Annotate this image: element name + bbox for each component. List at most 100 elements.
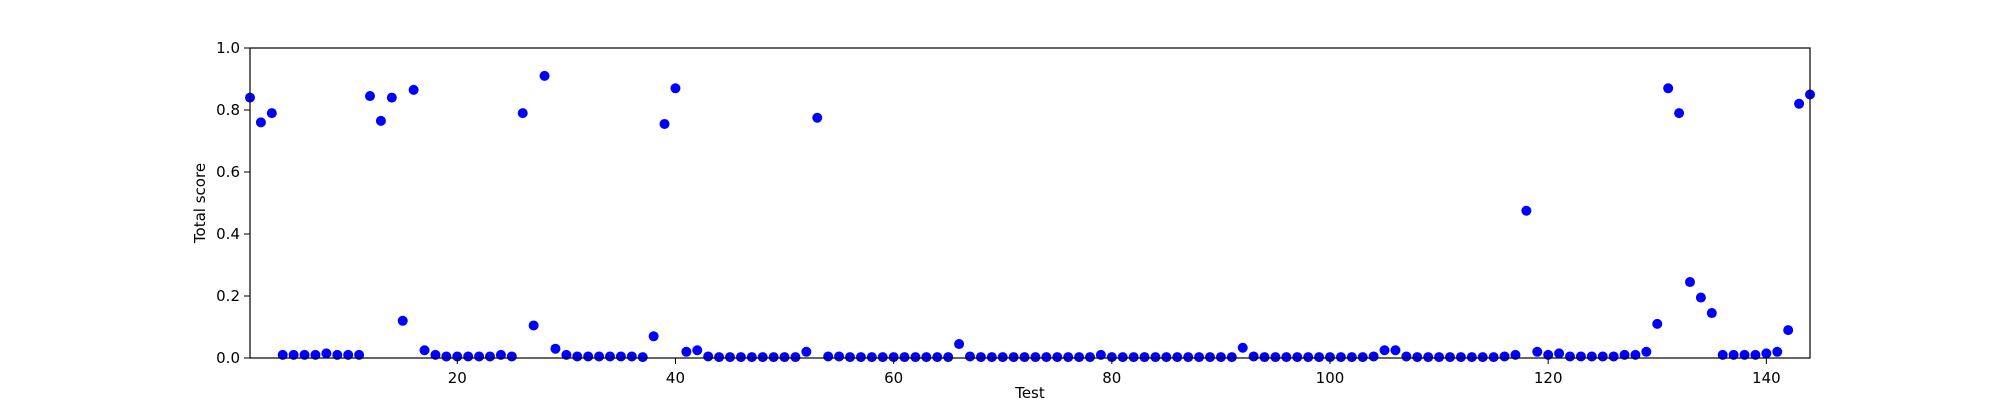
data-point [594, 351, 605, 362]
data-point [801, 346, 812, 357]
x-tick-label: 60 [884, 369, 903, 387]
data-point [1401, 351, 1412, 362]
data-point [452, 351, 463, 362]
data-point [845, 352, 855, 363]
data-point [506, 351, 517, 362]
data-point [550, 343, 561, 354]
data-point [954, 339, 965, 350]
data-point [1641, 346, 1652, 357]
data-point [1597, 351, 1608, 362]
data-point [1772, 346, 1783, 357]
data-point [375, 115, 386, 126]
data-point [1761, 348, 1772, 359]
data-point [441, 351, 452, 362]
data-point [321, 348, 332, 359]
data-point [725, 352, 735, 363]
data-point [1205, 352, 1215, 363]
data-point [1575, 351, 1586, 362]
data-point [943, 352, 954, 363]
data-point [997, 352, 1008, 363]
data-point [397, 315, 408, 326]
data-point [790, 352, 801, 363]
data-point [975, 352, 986, 363]
axes-layer: 0.0 0.2 0.4 0.6 0.8 1.0 20 40 60 80 100 120 140 [216, 39, 1811, 387]
x-axis-label: Test [1014, 384, 1045, 400]
data-point [1674, 108, 1685, 119]
data-point [1390, 345, 1401, 356]
data-point [714, 352, 725, 363]
data-point [266, 108, 277, 119]
y-tick-label: 0.2 [216, 287, 240, 305]
data-point [866, 352, 877, 363]
data-point [1314, 352, 1325, 363]
data-point [1041, 352, 1052, 363]
data-point [1368, 351, 1379, 362]
data-point [1161, 352, 1172, 363]
data-point [1434, 352, 1445, 363]
data-point [463, 351, 474, 362]
data-point [408, 84, 419, 95]
data-point [921, 352, 932, 363]
data-point [1477, 352, 1488, 363]
data-point [648, 331, 659, 342]
data-point [1346, 352, 1357, 363]
data-point [1335, 352, 1346, 363]
data-point [1794, 98, 1805, 109]
data-point [1521, 205, 1532, 216]
data-point [692, 345, 703, 356]
data-point [626, 351, 637, 362]
data-point [1466, 352, 1477, 363]
data-point [1652, 318, 1663, 329]
data-point [910, 352, 921, 363]
data-point [1183, 352, 1194, 363]
data-point [1488, 352, 1499, 363]
data-point [1030, 352, 1041, 363]
plot-frame [249, 47, 1811, 359]
data-point [1783, 325, 1794, 336]
data-point [605, 351, 615, 362]
data-point [1423, 352, 1434, 363]
data-point [1685, 277, 1695, 288]
data-point [779, 352, 790, 363]
data-point [1085, 352, 1095, 363]
data-point [670, 83, 681, 94]
data-point [1532, 346, 1543, 357]
data-point [986, 352, 997, 363]
data-point [1695, 292, 1706, 303]
data-point [1194, 352, 1205, 363]
data-point [583, 351, 594, 362]
x-tick-label: 80 [1102, 369, 1121, 387]
data-point [1259, 352, 1270, 363]
data-point [485, 351, 495, 362]
points-layer [245, 70, 1815, 363]
data-point [1706, 308, 1717, 319]
y-tick-label: 0.0 [216, 349, 240, 367]
data-point [888, 352, 899, 363]
data-point [681, 346, 692, 357]
data-point [572, 351, 583, 362]
x-tick-label: 100 [1316, 369, 1345, 387]
data-point [735, 352, 746, 363]
data-point [1445, 352, 1455, 363]
data-point [615, 351, 626, 362]
data-point [1270, 352, 1281, 363]
data-point [965, 351, 975, 362]
x-tick-label: 40 [666, 369, 685, 387]
y-tick-label: 1.0 [216, 39, 240, 57]
data-point [1412, 352, 1423, 363]
data-point [899, 352, 910, 363]
data-point [1008, 352, 1019, 363]
data-point [1663, 83, 1674, 94]
data-point [703, 351, 714, 362]
y-tick-label: 0.4 [216, 225, 240, 243]
x-tick-label: 20 [448, 369, 467, 387]
data-point [768, 352, 779, 363]
data-point [1248, 351, 1259, 362]
data-point [746, 352, 757, 363]
data-point [539, 70, 550, 81]
data-point [1292, 352, 1303, 363]
data-point [1128, 352, 1139, 363]
data-point [1226, 352, 1237, 363]
data-point [1554, 348, 1565, 359]
